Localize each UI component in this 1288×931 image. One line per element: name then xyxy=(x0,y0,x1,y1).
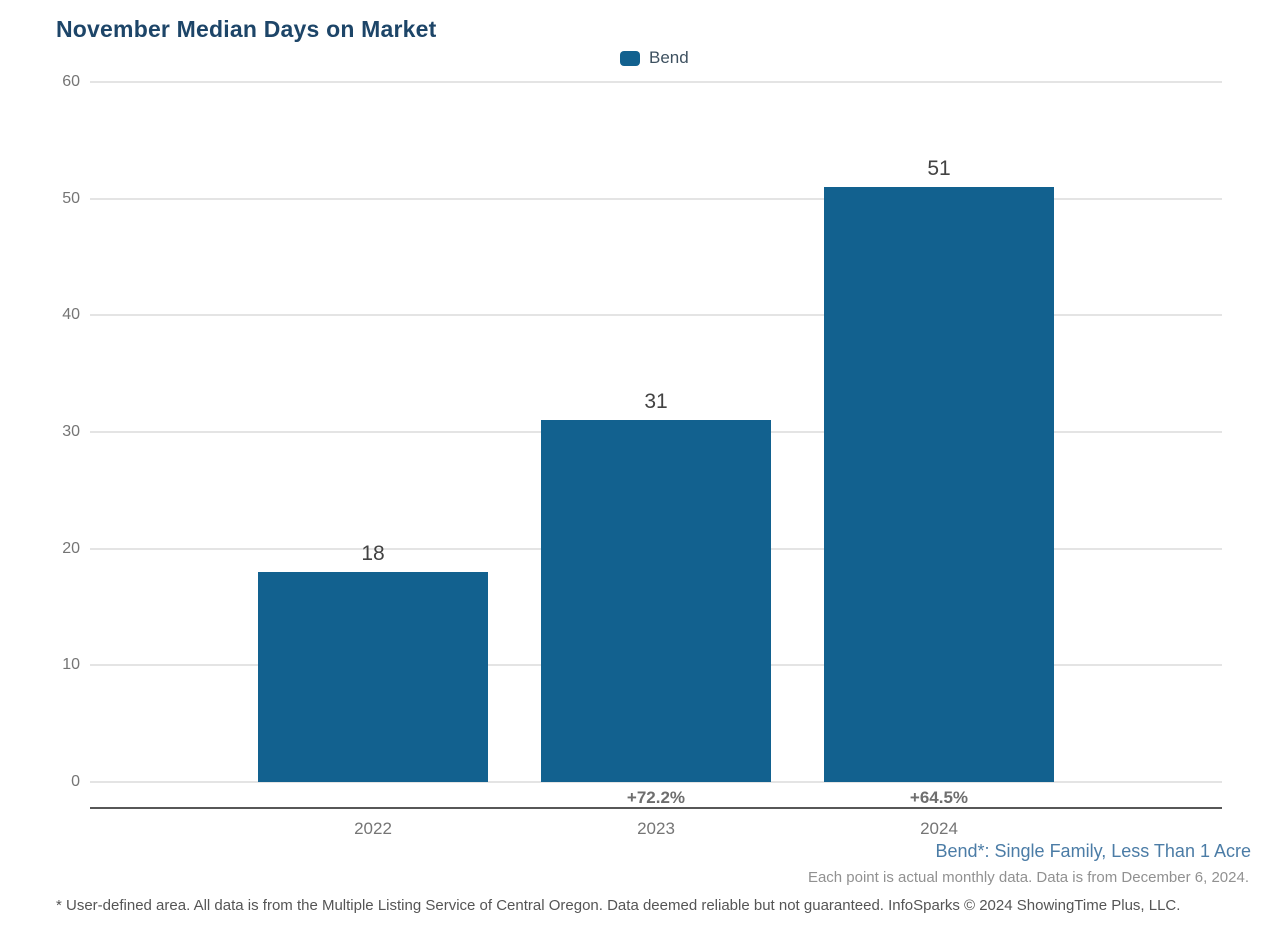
x-axis-line xyxy=(90,807,1222,809)
y-tick-label-10: 10 xyxy=(62,656,80,674)
bar-2024 xyxy=(824,187,1054,782)
data-source-note: Each point is actual monthly data. Data … xyxy=(807,869,1249,886)
y-tick-label-0: 0 xyxy=(71,773,80,790)
bar-chart-plot-area: 0 10 20 30 40 50 60 18 2022 31 +72.2% 2023 51 +64.5% 2… xyxy=(62,73,1222,838)
bar-value-label-2024: 51 xyxy=(927,157,951,180)
y-tick-label-30: 30 xyxy=(62,423,80,440)
bar-value-label-2022: 18 xyxy=(361,542,385,565)
disclaimer-footnote: * User-defined area. All data is from th… xyxy=(56,897,1181,914)
series-definition-note: Bend*: Single Family, Less Than 1 Acre xyxy=(935,841,1251,861)
chart-title: November Median Days on Market xyxy=(56,16,437,42)
x-tick-label-2024: 2024 xyxy=(920,819,958,838)
bar-value-label-2023: 31 xyxy=(644,390,668,414)
x-tick-label-2022: 2022 xyxy=(354,819,392,838)
legend-swatch-bend xyxy=(620,50,640,66)
y-tick-label-50: 50 xyxy=(62,189,80,207)
y-tick-label-60: 60 xyxy=(62,73,80,90)
legend-label-bend: Bend xyxy=(649,48,689,67)
bar-2022 xyxy=(258,572,488,782)
gridline-0 xyxy=(90,781,1222,783)
gridline-40 xyxy=(90,314,1222,317)
x-tick-label-2023: 2023 xyxy=(637,819,675,838)
bar-2023 xyxy=(541,420,771,782)
pct-change-label-2024: +64.5% xyxy=(909,788,969,807)
y-tick-label-20: 20 xyxy=(62,539,80,557)
pct-change-label-2023: +72.2% xyxy=(626,788,686,807)
y-tick-label-40: 40 xyxy=(62,306,80,324)
legend: Bend xyxy=(620,48,689,68)
gridline-60 xyxy=(90,81,1222,83)
gridline-50 xyxy=(90,197,1222,200)
